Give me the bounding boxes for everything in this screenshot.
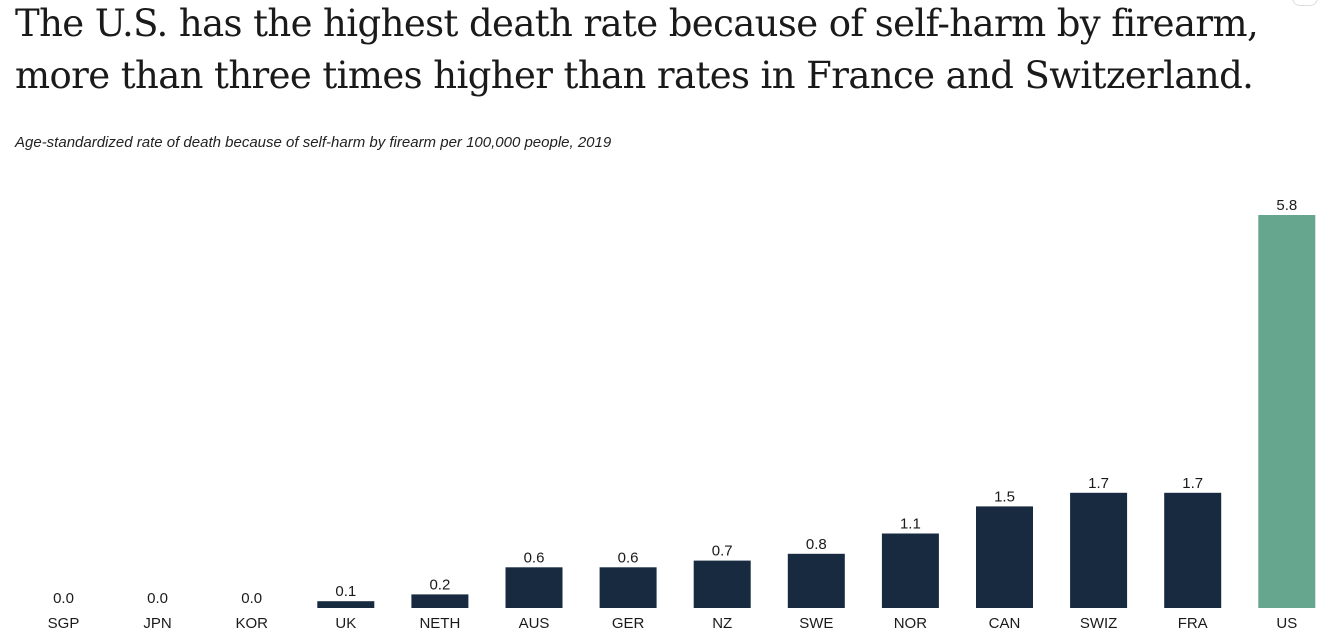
value-label-us: 5.8 — [1276, 197, 1297, 214]
value-label-nor: 1.1 — [900, 516, 921, 533]
chart-title: The U.S. has the highest death rate beca… — [15, 2, 1259, 97]
x-tick-label-swiz: SWIZ — [1080, 615, 1118, 632]
value-label-kor: 0.0 — [241, 590, 262, 607]
x-tick-label-us: US — [1276, 615, 1297, 632]
value-label-ger: 0.6 — [618, 549, 639, 566]
value-label-fra: 1.7 — [1182, 475, 1203, 492]
x-tick-label-aus: AUS — [519, 615, 550, 632]
bar-fra — [1164, 492, 1222, 608]
x-tick-label-ger: GER — [612, 615, 645, 632]
value-label-nz: 0.7 — [712, 543, 733, 560]
x-tick-label-neth: NETH — [419, 615, 460, 632]
bar-swe — [787, 553, 845, 608]
x-tick-label-kor: KOR — [235, 615, 268, 632]
value-label-neth: 0.2 — [429, 576, 450, 593]
bar-can — [976, 506, 1033, 608]
x-axis-tick-labels: SGP JPN KOR UK NETH AUS GER NZ SWE NOR CAN SWIZ FRA U… — [48, 615, 1298, 632]
x-tick-label-sgp: SGP — [48, 615, 80, 632]
bar-uk — [317, 601, 375, 608]
value-label-jpn: 0.0 — [147, 590, 168, 607]
x-tick-label-can: CAN — [989, 615, 1021, 632]
value-label-aus: 0.6 — [524, 549, 545, 566]
value-label-swiz: 1.7 — [1088, 475, 1109, 492]
bars-group — [317, 215, 1316, 608]
x-tick-label-swe: SWE — [799, 615, 833, 632]
bar-us — [1258, 215, 1316, 608]
bar-swiz — [1070, 492, 1128, 608]
x-tick-label-uk: UK — [335, 615, 356, 632]
x-tick-label-nor: NOR — [894, 615, 928, 632]
value-label-can: 1.5 — [994, 488, 1015, 505]
value-label-sgp: 0.0 — [53, 590, 74, 607]
value-labels-group: 0.0 0.0 0.0 0.1 0.2 0.6 0.6 0.7 0.8 1.1 1.5 1.7 1.7 5… — [53, 197, 1297, 607]
x-tick-label-jpn: JPN — [143, 615, 171, 632]
x-tick-label-fra: FRA — [1178, 615, 1208, 632]
value-label-swe: 0.8 — [806, 536, 827, 553]
value-label-uk: 0.1 — [335, 583, 356, 600]
chart-subtitle: Age-standardized rate of death because o… — [15, 134, 612, 151]
x-tick-label-nz: NZ — [712, 615, 732, 632]
bar-ger — [599, 567, 657, 608]
bar-aus — [505, 567, 563, 608]
bar-nor — [881, 533, 939, 608]
bar-neth — [411, 594, 469, 608]
bar-nz — [693, 560, 751, 608]
